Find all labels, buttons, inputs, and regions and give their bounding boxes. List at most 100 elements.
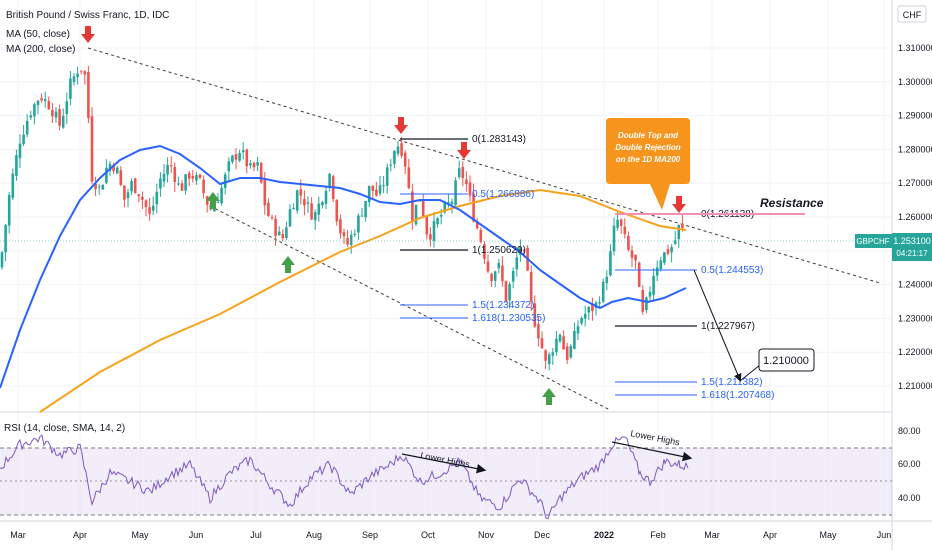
candle-body <box>69 78 72 99</box>
candle-body <box>72 76 76 82</box>
candle-body <box>468 182 472 196</box>
candle-body <box>533 303 537 327</box>
candle-body <box>123 185 126 200</box>
candle-body <box>637 262 641 287</box>
candle-body <box>187 173 191 179</box>
candle-body <box>299 189 303 196</box>
time-tick-label: Feb <box>650 530 666 540</box>
candle-body <box>216 201 220 203</box>
candle-body <box>101 184 105 190</box>
candle-body <box>501 265 504 282</box>
channel-lower-line <box>209 205 611 411</box>
price-tick-label: 1.260000 <box>898 212 932 222</box>
last-price-badge: GBPCHF 1.253100 04:21:17 <box>0 233 932 261</box>
candle-body <box>40 98 43 101</box>
candle-body <box>490 273 493 281</box>
candle-body <box>677 224 681 240</box>
candle-body <box>652 275 655 296</box>
candle-body <box>18 143 22 159</box>
candle-body <box>601 281 605 302</box>
price-axis-labels: 1.310000 1.300000 1.290000 1.280000 1.270000… <box>898 43 932 391</box>
candle-body <box>670 247 673 253</box>
rsi-axis-labels: 80.00 60.00 40.00 <box>898 426 921 503</box>
down-arrow-icon <box>81 26 95 43</box>
candle-body <box>479 229 483 242</box>
candle-body <box>321 202 324 206</box>
candle-body <box>90 116 94 182</box>
candle-body <box>515 257 519 270</box>
fib-label-15-b: 1.5(1.211382) <box>701 377 763 388</box>
candle-body <box>472 193 475 222</box>
fib-label-1618-b: 1.618(1.207468) <box>701 390 774 401</box>
countdown: 04:21:17 <box>896 249 928 258</box>
candle-body <box>83 71 87 75</box>
fib-label-05-a: 0.5(1.266886) <box>472 189 534 200</box>
candle-body <box>220 187 223 204</box>
candle-body <box>238 152 241 161</box>
candle-body <box>583 313 587 319</box>
fib-label-1-a: 1(1.250629) <box>472 245 526 256</box>
candle-body <box>4 224 7 253</box>
candle-body <box>173 167 177 182</box>
candle-body <box>249 163 252 166</box>
candle-body <box>65 101 69 115</box>
candle-body <box>303 198 306 206</box>
candle-body <box>130 181 133 192</box>
candle-body <box>375 189 378 196</box>
price-tick-label: 1.310000 <box>898 43 932 53</box>
symbol-tag: GBPCHF <box>856 237 889 246</box>
rsi-line <box>0 434 689 520</box>
candle-body <box>385 167 389 186</box>
candle-body <box>195 175 198 181</box>
price-tick-label: 1.210000 <box>898 381 932 391</box>
candle-body <box>576 326 580 334</box>
rsi-band <box>0 448 892 515</box>
candle-body <box>180 183 184 191</box>
candle-body <box>11 173 15 198</box>
candle-body <box>562 336 565 350</box>
up-arrow-icon <box>542 388 556 405</box>
candle-body <box>241 150 245 153</box>
candle-body <box>360 215 364 217</box>
candle-body <box>457 168 461 178</box>
currency-badge[interactable]: CHF <box>897 5 927 23</box>
candle-body <box>540 338 544 349</box>
time-axis-labels: Mar Apr May Jun Jul Aug Sep Oct Nov Dec 2022 Feb Mar… <box>10 530 891 540</box>
candle-body <box>313 212 317 221</box>
candle-body <box>33 104 36 117</box>
candle-body <box>58 109 61 126</box>
candle-body <box>15 155 18 176</box>
candle-body <box>105 167 108 183</box>
candle-body <box>29 115 33 118</box>
candle-body <box>396 146 400 154</box>
candle-body <box>43 99 47 102</box>
candle-body <box>0 252 4 268</box>
rsi-tick-label: 80.00 <box>898 426 921 436</box>
candle-body <box>349 234 353 245</box>
candle-body <box>231 155 234 162</box>
ma200-legend: MA (200, close) <box>6 44 75 55</box>
candle-body <box>295 190 299 211</box>
candles <box>0 66 684 371</box>
price-tick-label: 1.230000 <box>898 313 932 323</box>
candle-body <box>497 263 501 269</box>
candle-body <box>155 191 159 205</box>
resistance-label: Resistance <box>760 196 824 210</box>
ma50-legend: MA (50, close) <box>6 29 70 40</box>
candle-body <box>159 178 162 189</box>
buy-arrows <box>206 192 556 405</box>
sell-arrows <box>81 26 686 213</box>
candle-body <box>367 185 371 203</box>
candle-body <box>609 251 612 276</box>
candle-body <box>263 179 267 206</box>
time-tick-label: Sep <box>362 530 378 540</box>
target-box: 1.210000 <box>758 348 815 372</box>
candle-body <box>450 201 454 205</box>
candle-body <box>148 207 151 214</box>
candle-body <box>504 281 508 302</box>
candle-body <box>328 173 331 188</box>
candle-body <box>414 204 418 225</box>
candle-body <box>36 100 40 106</box>
time-tick-label: Mar <box>704 530 720 540</box>
candle-body <box>112 164 115 172</box>
